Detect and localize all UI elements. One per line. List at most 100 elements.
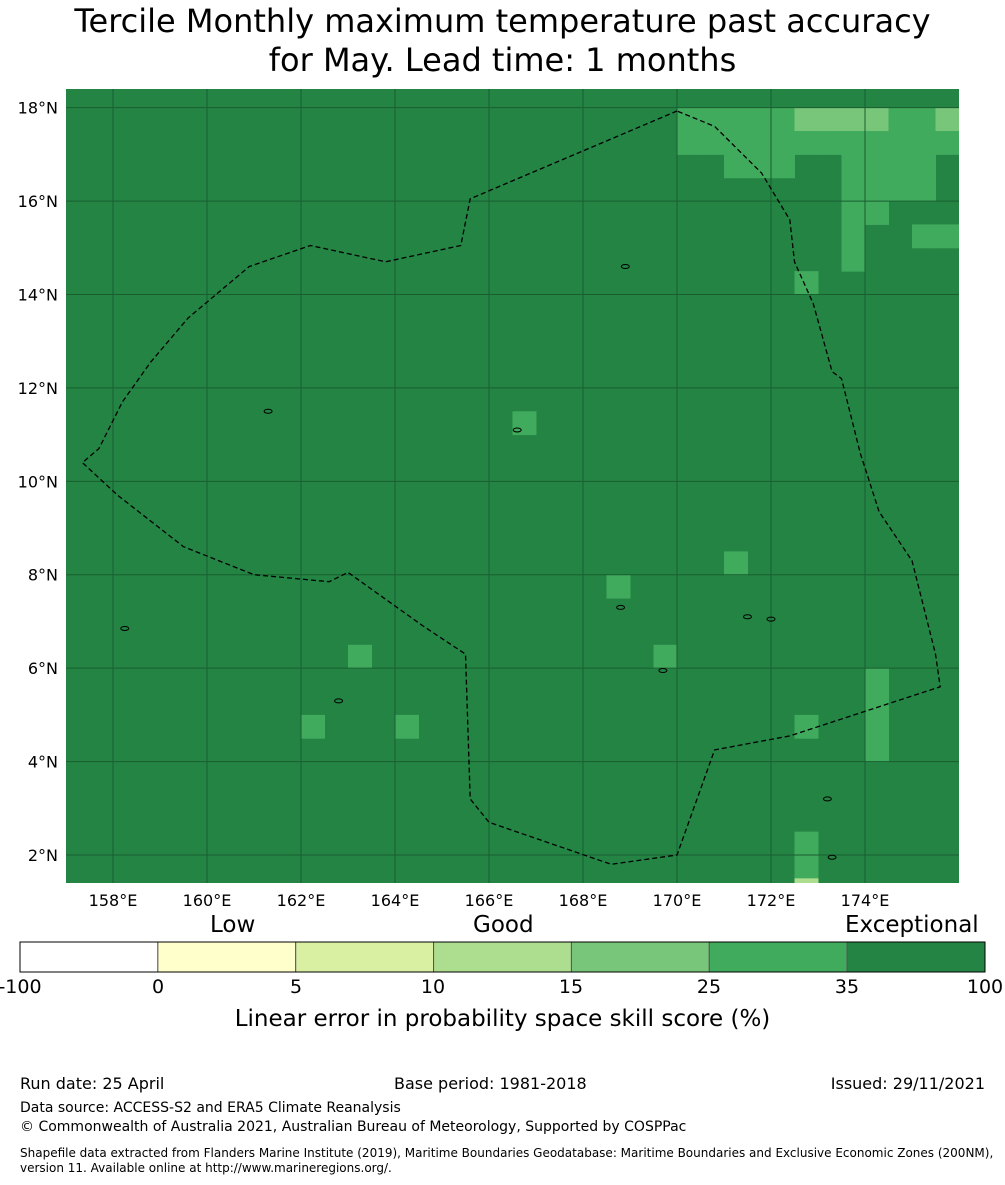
skill-cell xyxy=(771,107,795,132)
island-outline xyxy=(743,614,752,620)
skill-cell xyxy=(818,107,842,132)
colorbar-segment xyxy=(157,941,297,973)
lat-tick-label: 4°N xyxy=(28,753,58,772)
skill-cell xyxy=(912,177,936,202)
island-outline xyxy=(616,604,626,610)
island-outline xyxy=(827,854,837,860)
skill-cell xyxy=(747,154,772,179)
axis-ticks: 158°E 160°E 162°E 164°E 166°E 168°E 170°E 172°E… xyxy=(18,99,890,910)
skill-cell xyxy=(348,644,372,669)
map-content xyxy=(66,89,959,883)
skill-cell xyxy=(841,224,866,249)
island-outline xyxy=(822,796,832,802)
skill-cell xyxy=(794,107,819,132)
skill-cell xyxy=(700,131,725,155)
lon-tick-label: 168°E xyxy=(559,891,608,910)
skill-cell xyxy=(865,738,889,763)
colorbar-category-exceptional: Exceptional xyxy=(845,912,979,938)
skill-cell xyxy=(724,131,748,155)
colorbar-segment xyxy=(19,941,159,973)
lat-tick-label: 6°N xyxy=(28,659,58,678)
skill-cell xyxy=(747,107,772,132)
skill-cell xyxy=(935,224,959,249)
colorbar-segment xyxy=(433,941,572,973)
colorbar-tick: 100 xyxy=(966,976,1004,998)
lat-tick-label: 8°N xyxy=(28,566,58,585)
base-period: Base period: 1981-2018 xyxy=(394,1074,587,1093)
lon-tick-label: 172°E xyxy=(747,891,796,910)
lon-tick-label: 164°E xyxy=(371,891,420,910)
issued-date: Issued: 29/11/2021 xyxy=(830,1074,985,1093)
lat-tick-label: 14°N xyxy=(18,286,58,305)
skill-cell xyxy=(794,878,819,883)
skill-cell xyxy=(935,131,959,155)
skill-cell xyxy=(912,154,936,179)
skill-cell xyxy=(747,131,772,155)
colorbar-segment xyxy=(846,941,986,973)
island-outline xyxy=(512,427,522,433)
skill-cell xyxy=(724,154,748,179)
colorbar-category-low: Low xyxy=(210,912,256,938)
skill-cell xyxy=(841,247,866,272)
skill-cell xyxy=(888,107,913,132)
skill-cell xyxy=(865,107,889,132)
skill-cell xyxy=(841,107,866,132)
skill-cell xyxy=(677,107,701,132)
island-outline xyxy=(120,625,130,631)
skill-cell xyxy=(794,131,819,155)
skill-cell xyxy=(724,107,748,132)
skill-cell xyxy=(606,574,631,599)
shapefile-credit-line-2: version 11. Available online at http://w… xyxy=(20,1161,392,1175)
skill-cell xyxy=(912,131,936,155)
skill-cell xyxy=(677,131,701,155)
skill-cell xyxy=(865,201,889,225)
skill-cell xyxy=(794,854,819,879)
title-line-2: for May. Lead time: 1 months xyxy=(268,41,737,79)
skill-cell xyxy=(794,714,819,739)
colorbar-tick: 35 xyxy=(834,976,860,998)
lon-tick-label: 162°E xyxy=(277,891,326,910)
colorbar-outline xyxy=(19,941,986,973)
shapefile-credit-line-1: Shapefile data extracted from Flanders M… xyxy=(20,1146,994,1160)
lon-tick-label: 158°E xyxy=(89,891,138,910)
island-outline xyxy=(766,616,776,622)
skill-cell xyxy=(794,271,819,296)
skill-cell xyxy=(865,714,889,739)
skill-cell xyxy=(512,411,537,436)
map-area[interactable] xyxy=(66,89,960,902)
skill-cell xyxy=(935,107,959,132)
skill-cell xyxy=(912,107,936,132)
colorbar-tick: 10 xyxy=(420,976,446,998)
title-line-1: Tercile Monthly maximum temperature past… xyxy=(74,2,931,40)
map-background xyxy=(66,89,959,883)
skill-cell xyxy=(301,714,325,739)
lon-tick-label: 160°E xyxy=(183,891,232,910)
skill-cell xyxy=(888,131,913,155)
island-outline xyxy=(658,667,668,673)
skill-cell xyxy=(865,668,889,693)
run-date: Run date: 25 April xyxy=(20,1074,165,1093)
skill-cell xyxy=(794,831,819,856)
colorbar-tick: 0 xyxy=(151,976,165,998)
colorbar-tick: 15 xyxy=(558,976,584,998)
lon-tick-label: 166°E xyxy=(465,891,514,910)
skill-cell xyxy=(841,131,866,155)
colorbar-tick: -100 xyxy=(0,976,42,998)
copyright: © Commonwealth of Australia 2021, Austra… xyxy=(20,1119,687,1135)
colorbar-segment xyxy=(295,941,435,973)
skill-cell xyxy=(771,154,795,179)
island-outline xyxy=(334,698,344,704)
colorbar-segment xyxy=(708,941,848,973)
skill-cell xyxy=(865,177,889,202)
lat-tick-label: 16°N xyxy=(18,192,58,211)
skill-cell xyxy=(841,177,866,202)
lat-tick-label: 18°N xyxy=(18,99,58,118)
skill-cell xyxy=(865,131,889,155)
shapefile-credit: Shapefile data extracted from Flanders M… xyxy=(20,1146,1005,1176)
eez-boundary-line xyxy=(81,110,941,865)
skill-cell xyxy=(912,224,936,249)
lat-tick-label: 10°N xyxy=(18,472,58,491)
skill-cell xyxy=(888,177,913,202)
lat-tick-label: 12°N xyxy=(18,379,58,398)
